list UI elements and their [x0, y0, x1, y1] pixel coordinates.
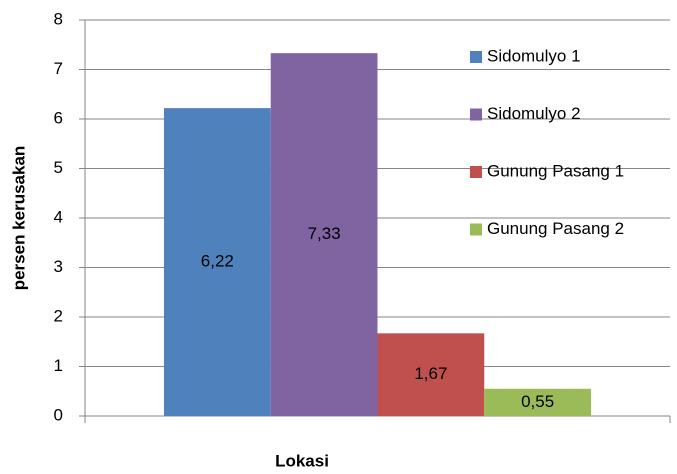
y-tick-label: 2: [54, 306, 63, 325]
bar: [163, 108, 271, 417]
data-label: 1,67: [414, 364, 447, 383]
y-tick-label: 8: [54, 9, 63, 28]
bar: [484, 388, 592, 416]
legend-swatch: [470, 166, 482, 178]
y-tick-label: 4: [54, 207, 63, 226]
data-label: 0,55: [521, 392, 554, 411]
y-tick-label: 3: [54, 257, 63, 276]
bar: [377, 333, 485, 416]
data-label: 6,22: [201, 252, 234, 271]
y-tick-label: 1: [54, 356, 63, 375]
legend-label: Gunung Pasang 2: [487, 219, 624, 238]
legend-swatch: [470, 51, 482, 63]
bar: [270, 53, 378, 416]
legend-swatch: [470, 223, 482, 236]
y-tick-label: 7: [54, 59, 63, 78]
legend-label: Gunung Pasang 1: [487, 161, 624, 180]
data-label: 7,33: [308, 224, 341, 243]
y-tick-label: 5: [54, 158, 63, 177]
legend-label: Sidomulyo 2: [487, 104, 581, 123]
legend-label: Sidomulyo 1: [487, 46, 581, 65]
y-tick-label: 0: [54, 405, 63, 424]
y-tick-label: 6: [54, 108, 63, 127]
legend-swatch: [470, 108, 482, 121]
y-axis-label: persen kerusakan: [9, 146, 28, 291]
x-axis-label: Lokasi: [275, 451, 329, 470]
